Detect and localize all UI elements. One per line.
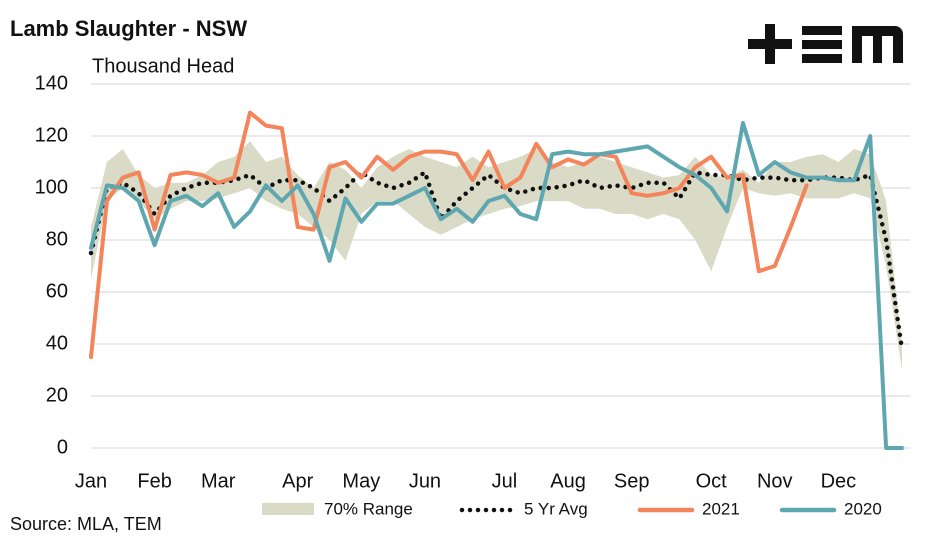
x-tick-label: Aug bbox=[550, 470, 586, 492]
x-tick-label: May bbox=[342, 470, 380, 492]
chart-subtitle: Thousand Head bbox=[92, 55, 234, 77]
x-tick-label: Jan bbox=[75, 470, 107, 492]
y-tick-label: 40 bbox=[46, 332, 68, 354]
logo bbox=[748, 24, 903, 64]
y-tick-label: 120 bbox=[35, 124, 68, 146]
series-line bbox=[89, 121, 904, 450]
y-tick-label: 20 bbox=[46, 384, 68, 406]
y-tick-label: 100 bbox=[35, 176, 68, 198]
y-tick-label: 0 bbox=[57, 436, 68, 458]
legend-label: 5 Yr Avg bbox=[524, 499, 588, 518]
series-line bbox=[89, 110, 809, 359]
x-tick-label: Oct bbox=[696, 470, 728, 492]
x-tick-label: Mar bbox=[201, 470, 236, 492]
x-tick-label: Jun bbox=[409, 470, 441, 492]
source: Source: MLA, TEM bbox=[10, 514, 162, 534]
series-line bbox=[88, 170, 905, 352]
x-tick-label: Jul bbox=[492, 470, 518, 492]
legend-label: 70% Range bbox=[324, 499, 413, 518]
x-tick-label: Apr bbox=[282, 470, 313, 492]
x-tick-label: Dec bbox=[821, 470, 857, 492]
x-tick-label: Nov bbox=[757, 470, 793, 492]
x-tick-label: Sep bbox=[614, 470, 650, 492]
y-tick-label: 80 bbox=[46, 228, 68, 250]
legend-swatch bbox=[262, 503, 314, 515]
y-tick-label: 140 bbox=[35, 72, 68, 94]
x-tick-label: Feb bbox=[137, 470, 171, 492]
y-tick-label: 60 bbox=[46, 280, 68, 302]
legend-label: 2020 bbox=[844, 499, 882, 518]
chart-title: Lamb Slaughter - NSW bbox=[10, 16, 247, 41]
legend-label: 2021 bbox=[702, 499, 740, 518]
